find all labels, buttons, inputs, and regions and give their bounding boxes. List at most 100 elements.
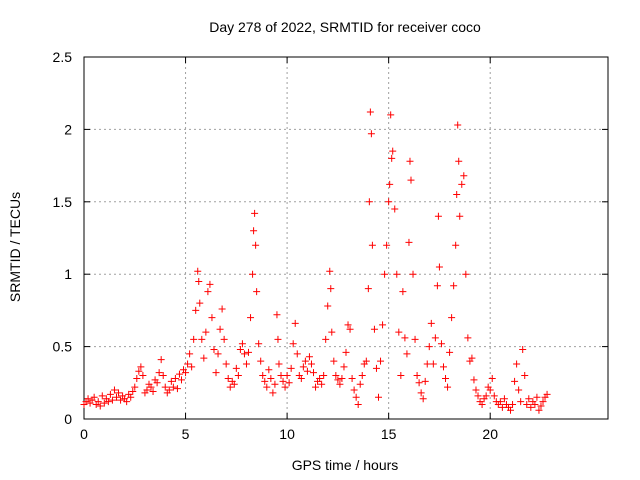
data-point	[374, 393, 382, 401]
y-tick-label: 1.5	[53, 194, 73, 210]
y-tick-label: 1	[64, 266, 72, 282]
data-point	[224, 374, 232, 382]
data-point	[397, 372, 405, 380]
data-point	[367, 130, 375, 138]
data-point	[356, 380, 364, 388]
data-point	[232, 364, 240, 372]
data-point	[182, 369, 190, 377]
data-point	[220, 335, 228, 343]
data-point	[472, 386, 480, 394]
data-point	[523, 401, 531, 409]
data-point	[448, 314, 456, 322]
data-point	[204, 288, 212, 296]
data-point	[454, 121, 462, 129]
data-point	[431, 334, 439, 342]
data-point	[474, 392, 482, 400]
y-tick-label: 2.5	[53, 49, 73, 65]
data-point	[386, 180, 394, 188]
data-point	[117, 396, 125, 404]
data-point	[344, 321, 352, 329]
data-point	[350, 386, 358, 394]
data-point	[515, 386, 523, 394]
data-point	[393, 270, 401, 278]
data-point	[100, 399, 108, 407]
data-point	[279, 377, 287, 385]
data-point	[406, 157, 414, 165]
data-point	[175, 370, 183, 378]
data-point	[137, 363, 145, 371]
plot-frame	[83, 56, 609, 420]
data-point	[273, 311, 281, 319]
data-point	[234, 372, 242, 380]
y-tick-label: 0	[64, 411, 72, 427]
data-point	[238, 340, 246, 348]
data-point	[332, 372, 340, 380]
data-point	[342, 348, 350, 356]
data-point	[147, 383, 155, 391]
data-point	[389, 147, 397, 155]
data-point	[108, 396, 116, 404]
data-point	[281, 383, 289, 391]
data-point	[427, 319, 435, 327]
data-point	[324, 302, 332, 310]
data-point	[212, 369, 220, 377]
data-point	[129, 387, 137, 395]
data-point	[358, 372, 366, 380]
data-point	[354, 401, 362, 409]
data-point	[115, 389, 123, 397]
data-point	[439, 363, 447, 371]
data-point	[365, 198, 373, 206]
data-point	[84, 395, 92, 403]
data-point	[161, 383, 169, 391]
data-point	[247, 314, 255, 322]
data-point	[305, 353, 313, 361]
data-point	[470, 376, 478, 384]
data-point	[377, 357, 385, 365]
data-point	[330, 357, 338, 365]
data-point	[236, 345, 244, 353]
data-point	[245, 348, 253, 356]
data-point	[261, 377, 269, 385]
data-point	[206, 280, 214, 288]
data-point	[421, 377, 429, 385]
data-point	[277, 372, 285, 380]
data-point	[517, 398, 525, 406]
data-point	[425, 343, 433, 351]
data-point	[307, 360, 315, 368]
data-point	[297, 374, 305, 382]
data-point	[429, 360, 437, 368]
data-point	[405, 238, 413, 246]
data-point	[188, 363, 196, 371]
y-axis-label: SRMTID / TECUs	[7, 192, 23, 302]
data-point	[419, 395, 427, 403]
data-point	[385, 198, 393, 206]
data-point	[269, 389, 277, 397]
data-point	[437, 340, 445, 348]
data-point	[370, 325, 378, 333]
data-point	[535, 406, 543, 414]
data-point	[364, 285, 372, 293]
data-point	[184, 360, 192, 368]
data-point	[153, 379, 161, 387]
data-point	[401, 334, 409, 342]
data-point	[214, 350, 222, 358]
data-point	[216, 325, 224, 333]
data-point	[513, 360, 521, 368]
data-point	[274, 335, 282, 343]
data-point	[348, 374, 356, 382]
data-point	[464, 334, 472, 342]
data-point	[521, 372, 529, 380]
data-point	[155, 369, 163, 377]
data-point	[98, 392, 106, 400]
data-point	[395, 328, 403, 336]
data-point	[478, 401, 486, 409]
data-point	[322, 335, 330, 343]
data-point	[507, 406, 515, 414]
y-tick-label: 0.5	[53, 339, 73, 355]
data-point	[263, 383, 271, 391]
data-point	[533, 393, 541, 401]
data-point	[346, 325, 354, 333]
data-point	[267, 374, 275, 382]
data-point	[104, 398, 112, 406]
data-point	[381, 270, 389, 278]
